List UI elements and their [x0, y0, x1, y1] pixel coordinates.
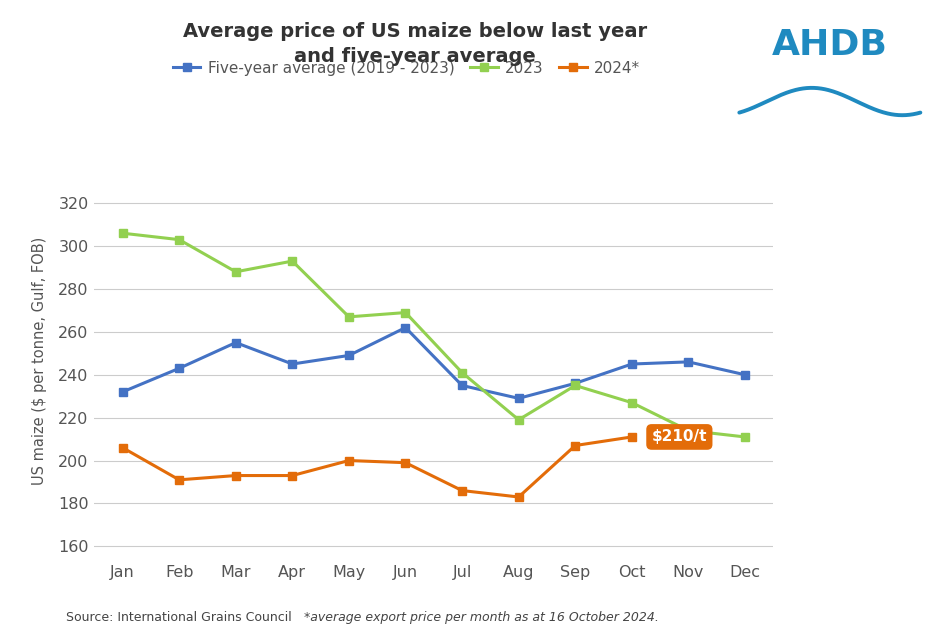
Y-axis label: US maize ($ per tonne, Gulf, FOB): US maize ($ per tonne, Gulf, FOB) — [32, 237, 47, 485]
Text: AHDB: AHDB — [772, 28, 887, 61]
Text: Source: International Grains Council: Source: International Grains Council — [66, 610, 291, 624]
Legend: Five-year average (2019 - 2023), 2023, 2024*: Five-year average (2019 - 2023), 2023, 2… — [167, 54, 647, 82]
Text: Average price of US maize below last year
and five-year average: Average price of US maize below last yea… — [183, 22, 647, 66]
Text: $210/t: $210/t — [652, 429, 707, 444]
Text: *average export price per month as at 16 October 2024.: *average export price per month as at 16… — [292, 610, 659, 624]
